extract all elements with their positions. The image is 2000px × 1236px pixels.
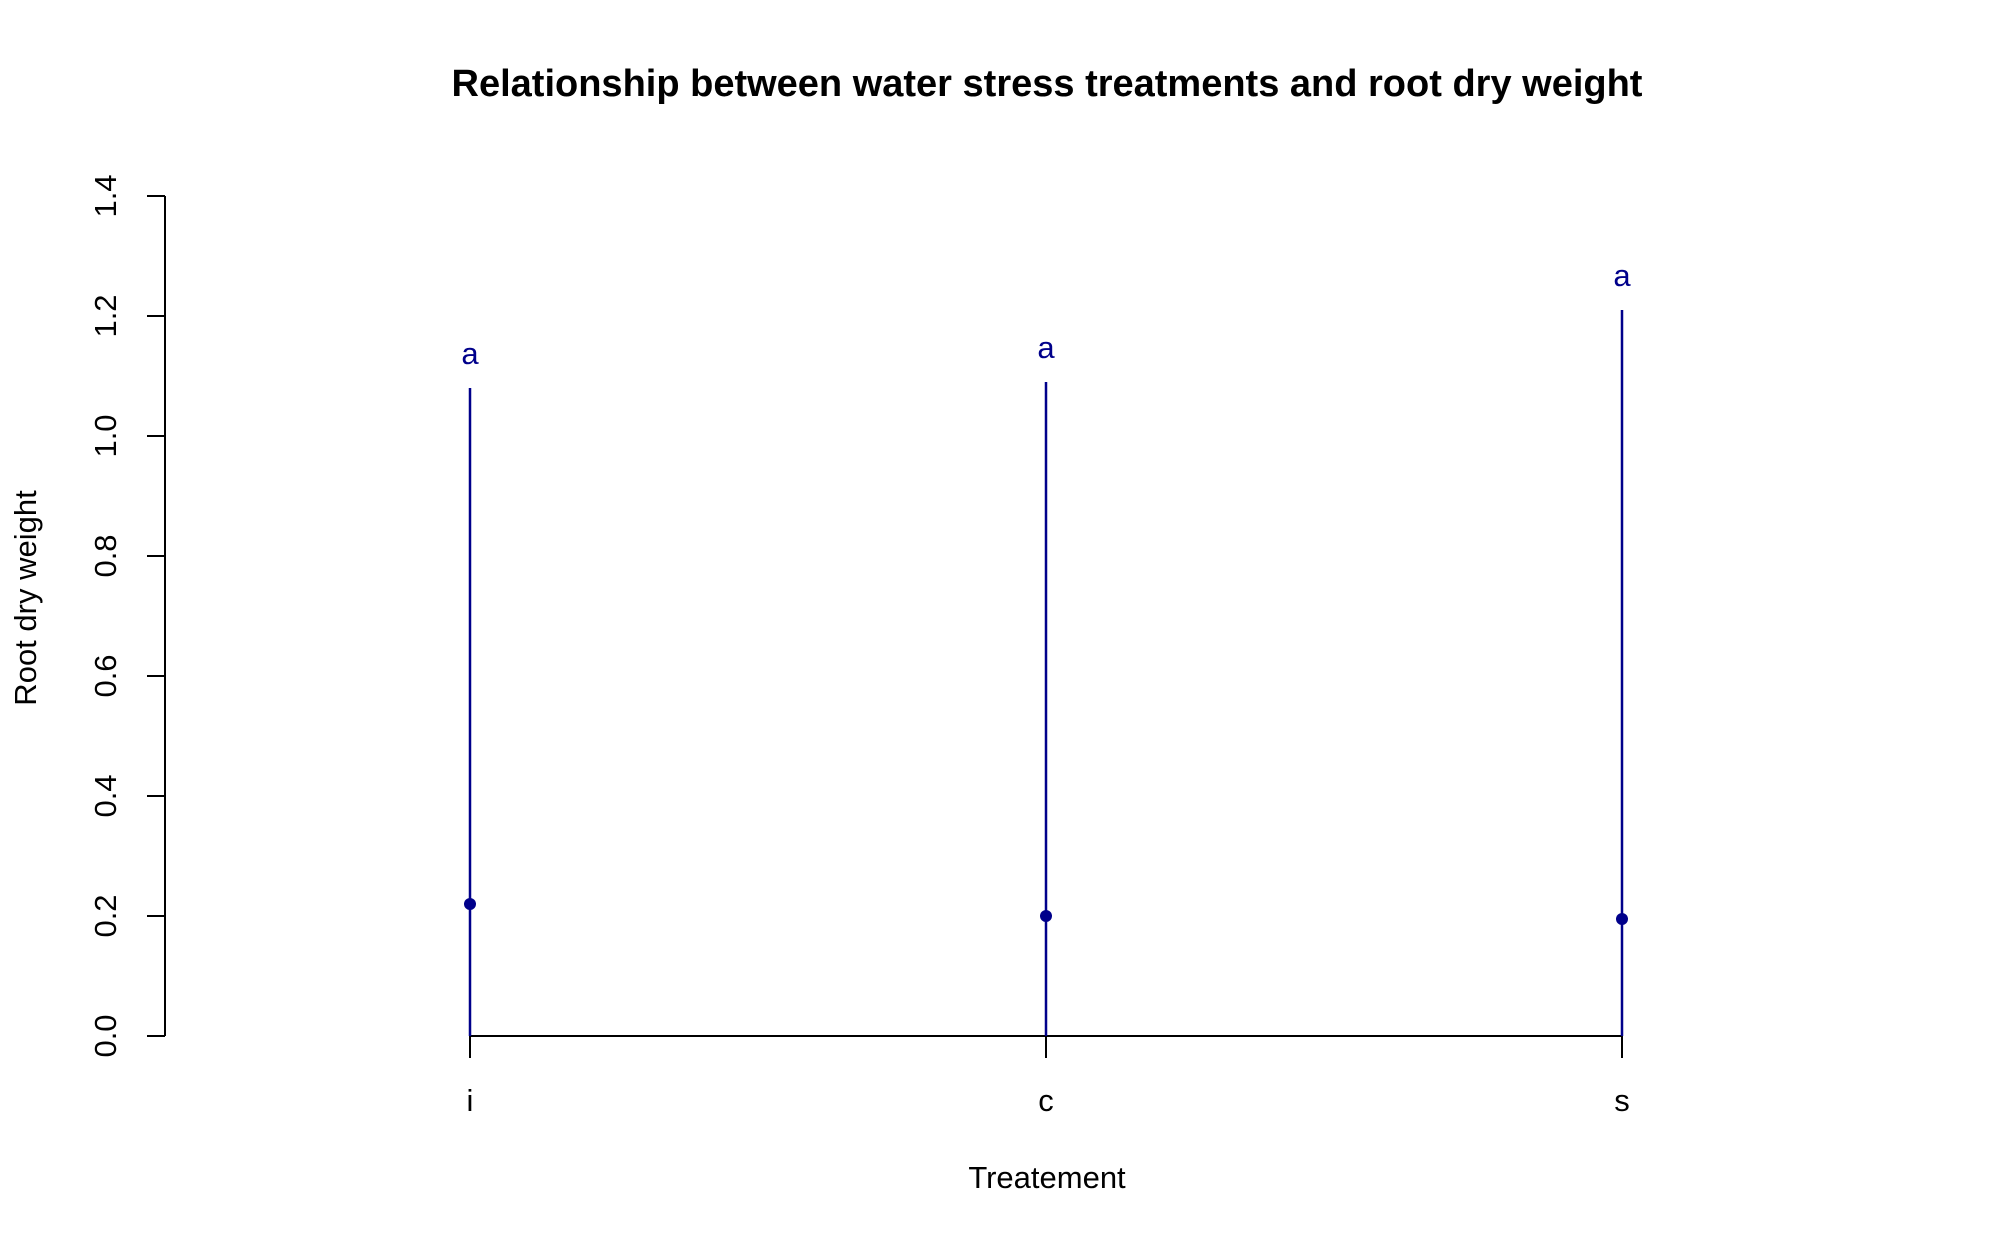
y-tick-label: 0.8 — [88, 534, 123, 577]
data-point — [464, 898, 476, 910]
y-tick-label: 1.2 — [88, 294, 123, 337]
x-axis-label: Treatement — [968, 1160, 1126, 1195]
y-axis: 0.0 0.2 0.4 0.6 0.8 1.0 1.2 1.4 — [88, 174, 166, 1058]
y-axis-label: Root dry weight — [8, 490, 43, 706]
data-point — [1040, 910, 1052, 922]
y-tick-label: 0.2 — [88, 894, 123, 937]
data-point — [1616, 913, 1628, 925]
significance-letter: a — [461, 336, 479, 371]
significance-letter: a — [1037, 330, 1055, 365]
data-marks: a a a — [461, 258, 1631, 1036]
x-tick-label: c — [1038, 1083, 1054, 1118]
y-tick-label: 0.4 — [88, 774, 123, 817]
y-tick-label: 0.0 — [88, 1014, 123, 1057]
y-tick-label: 1.4 — [88, 174, 123, 217]
x-tick-label: i — [467, 1083, 474, 1118]
x-tick-label: s — [1614, 1083, 1630, 1118]
chart-title: Relationship between water stress treatm… — [452, 63, 1643, 105]
significance-letter: a — [1613, 258, 1631, 293]
y-tick-label: 0.6 — [88, 654, 123, 697]
y-tick-label: 1.0 — [88, 414, 123, 457]
